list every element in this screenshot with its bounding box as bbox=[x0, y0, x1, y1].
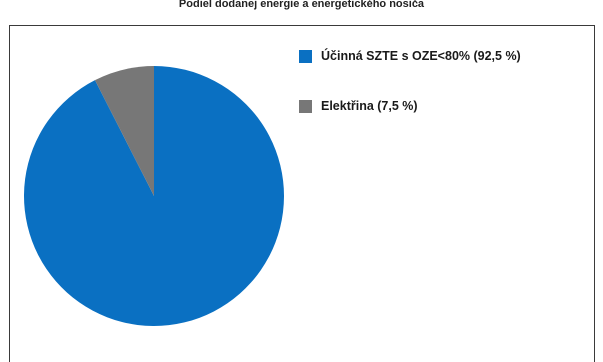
legend-label-sztm: Účinná SZTE s OZE<80% (92,5 %) bbox=[321, 49, 521, 63]
pie-slice-electricity bbox=[94, 66, 154, 196]
chart-legend: Účinná SZTE s OZE<80% (92,5 %) Elektřina… bbox=[299, 46, 521, 146]
legend-item-electricity: Elektřina (7,5 %) bbox=[299, 96, 521, 116]
legend-swatch-sztm bbox=[299, 49, 312, 63]
pie-slice-sztm bbox=[23, 66, 284, 326]
chart-title: Podiel dodanej energie a energetického n… bbox=[178, 0, 425, 10]
legend-swatch-electricity bbox=[299, 99, 312, 113]
legend-label-electricity: Elektřina (7,5 %) bbox=[321, 99, 418, 113]
legend-item-sztm: Účinná SZTE s OZE<80% (92,5 %) bbox=[299, 46, 521, 66]
